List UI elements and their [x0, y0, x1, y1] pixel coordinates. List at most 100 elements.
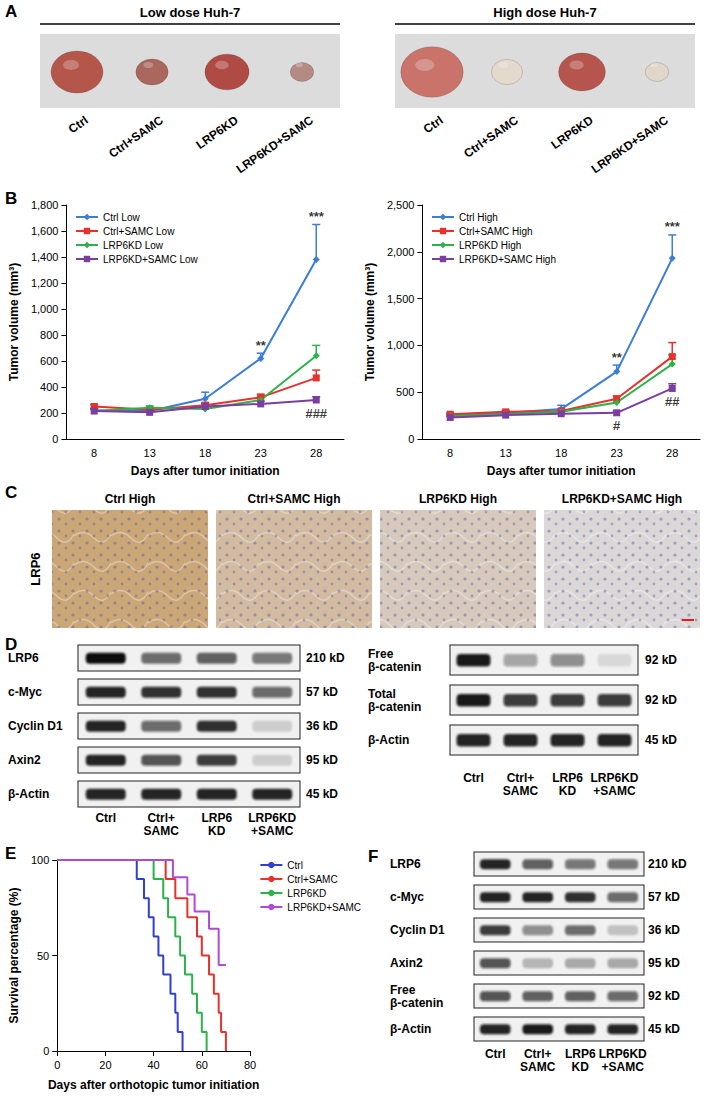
svg-text:0: 0 [52, 433, 58, 445]
svg-text:Ctrl+SAMC: Ctrl+SAMC [520, 1047, 556, 1074]
svg-text:1,000: 1,000 [31, 303, 59, 315]
svg-text:High dose Huh-7: High dose Huh-7 [493, 5, 596, 20]
svg-text:LRP6KD+SAMC: LRP6KD+SAMC [590, 771, 638, 798]
svg-text:100: 100 [31, 854, 49, 866]
svg-text:45 kD: 45 kD [306, 787, 338, 801]
svg-text:β-Actin: β-Actin [368, 733, 409, 747]
svg-text:LRP6KD+SAMC: LRP6KD+SAMC [248, 811, 296, 838]
svg-text:Axin2: Axin2 [390, 956, 423, 970]
svg-text:18: 18 [199, 447, 211, 459]
svg-text:23: 23 [611, 447, 623, 459]
svg-text:92 kD: 92 kD [645, 693, 677, 707]
svg-text:LRP6KD High: LRP6KD High [459, 240, 521, 251]
svg-text:36 kD: 36 kD [648, 923, 680, 937]
svg-text:200: 200 [40, 407, 58, 419]
svg-text:95 kD: 95 kD [306, 753, 338, 767]
svg-text:A: A [5, 2, 17, 21]
svg-text:β-Actin: β-Actin [8, 787, 49, 801]
svg-text:Ctrl High: Ctrl High [459, 212, 498, 223]
svg-text:1,200: 1,200 [31, 277, 59, 289]
svg-text:LRP6KD+SAMC: LRP6KD+SAMC [287, 902, 361, 913]
svg-text:28: 28 [666, 447, 678, 459]
svg-text:LRP6KD: LRP6KD [201, 811, 232, 838]
svg-text:Axin2: Axin2 [8, 753, 41, 767]
svg-text:800: 800 [40, 329, 58, 341]
svg-text:18: 18 [555, 447, 567, 459]
svg-text:36 kD: 36 kD [306, 719, 338, 733]
svg-text:400: 400 [40, 381, 58, 393]
svg-text:1,400: 1,400 [31, 251, 59, 263]
svg-text:**: ** [612, 350, 623, 365]
svg-text:92 kD: 92 kD [645, 653, 677, 667]
svg-text:Ctrl+SAMC Low: Ctrl+SAMC Low [103, 226, 175, 237]
svg-text:Ctrl+SAMC: Ctrl+SAMC [144, 811, 180, 838]
svg-text:***: *** [665, 219, 681, 234]
svg-text:#: # [613, 418, 621, 433]
svg-text:1,800: 1,800 [31, 199, 59, 211]
svg-text:LRP6KD+SAMC: LRP6KD+SAMC [234, 113, 316, 176]
svg-text:c-Myc: c-Myc [8, 685, 42, 699]
svg-text:Ctrl: Ctrl [485, 1047, 506, 1061]
svg-text:c-Myc: c-Myc [390, 890, 424, 904]
svg-text:Days after tumor initiation: Days after tumor initiation [131, 464, 280, 478]
svg-text:LRP6KD: LRP6KD [287, 888, 326, 899]
svg-text:50: 50 [37, 950, 49, 962]
svg-text:LRP6KD+SAMC High: LRP6KD+SAMC High [562, 492, 682, 506]
svg-text:**: ** [256, 338, 267, 353]
svg-text:LRP6KD+SAMC Low: LRP6KD+SAMC Low [103, 254, 199, 265]
svg-text:8: 8 [447, 447, 453, 459]
svg-text:Ctrl+SAMC High: Ctrl+SAMC High [459, 226, 533, 237]
svg-text:Tumor volume (mm³): Tumor volume (mm³) [7, 263, 21, 381]
svg-text:Ctrl+SAMC: Ctrl+SAMC [461, 113, 521, 161]
svg-text:Ctrl: Ctrl [421, 113, 446, 136]
svg-text:###: ### [305, 406, 327, 421]
svg-text:Ctrl: Ctrl [287, 860, 303, 871]
svg-text:95 kD: 95 kD [648, 956, 680, 970]
svg-text:80: 80 [244, 1059, 256, 1071]
svg-text:60: 60 [196, 1059, 208, 1071]
svg-text:Ctrl High: Ctrl High [105, 492, 156, 506]
svg-text:45 kD: 45 kD [645, 733, 677, 747]
svg-text:Cyclin D1: Cyclin D1 [8, 719, 63, 733]
svg-text:β-Actin: β-Actin [390, 1022, 431, 1036]
svg-text:2,500: 2,500 [387, 199, 415, 211]
svg-text:LRP6KD+SAMC: LRP6KD+SAMC [589, 113, 671, 176]
svg-text:LRP6: LRP6 [390, 857, 421, 871]
svg-text:0: 0 [43, 1045, 49, 1057]
svg-text:8: 8 [91, 447, 97, 459]
svg-text:Ctrl: Ctrl [95, 811, 116, 825]
svg-text:LRP6: LRP6 [28, 552, 43, 585]
svg-text:0: 0 [408, 433, 414, 445]
svg-text:210 kD: 210 kD [648, 857, 687, 871]
svg-text:F: F [368, 847, 378, 866]
svg-text:Survival percentage (%): Survival percentage (%) [7, 887, 21, 1023]
svg-text:57 kD: 57 kD [648, 890, 680, 904]
svg-text:##: ## [665, 394, 680, 409]
svg-text:LRP6KD: LRP6KD [193, 113, 241, 152]
svg-text:LRP6KD High: LRP6KD High [419, 492, 497, 506]
svg-text:Freeβ-catenin: Freeβ-catenin [368, 647, 421, 674]
svg-text:Days after tumor initiation: Days after tumor initiation [487, 464, 636, 478]
svg-text:***: *** [309, 209, 325, 224]
svg-text:Ctrl: Ctrl [66, 113, 91, 136]
svg-text:500: 500 [396, 386, 414, 398]
svg-text:Cyclin D1: Cyclin D1 [390, 923, 445, 937]
svg-text:57 kD: 57 kD [306, 685, 338, 699]
svg-text:0: 0 [54, 1059, 60, 1071]
svg-text:1,600: 1,600 [31, 225, 59, 237]
svg-text:C: C [5, 483, 17, 502]
svg-text:Ctrl: Ctrl [463, 771, 484, 785]
svg-text:600: 600 [40, 355, 58, 367]
svg-text:2,000: 2,000 [387, 246, 415, 258]
svg-text:13: 13 [500, 447, 512, 459]
svg-text:LRP6KD: LRP6KD [548, 113, 596, 152]
svg-text:Ctrl+SAMC High: Ctrl+SAMC High [248, 492, 341, 506]
svg-text:Freeβ-catenin: Freeβ-catenin [390, 983, 443, 1010]
svg-text:E: E [5, 844, 16, 863]
svg-text:LRP6KD+SAMC: LRP6KD+SAMC [599, 1047, 647, 1074]
svg-text:Ctrl+SAMC: Ctrl+SAMC [287, 874, 337, 885]
svg-text:LRP6KD: LRP6KD [552, 771, 583, 798]
svg-text:LRP6KD Low: LRP6KD Low [103, 240, 164, 251]
svg-text:LRP6KD+SAMC High: LRP6KD+SAMC High [459, 254, 556, 265]
svg-text:28: 28 [310, 447, 322, 459]
